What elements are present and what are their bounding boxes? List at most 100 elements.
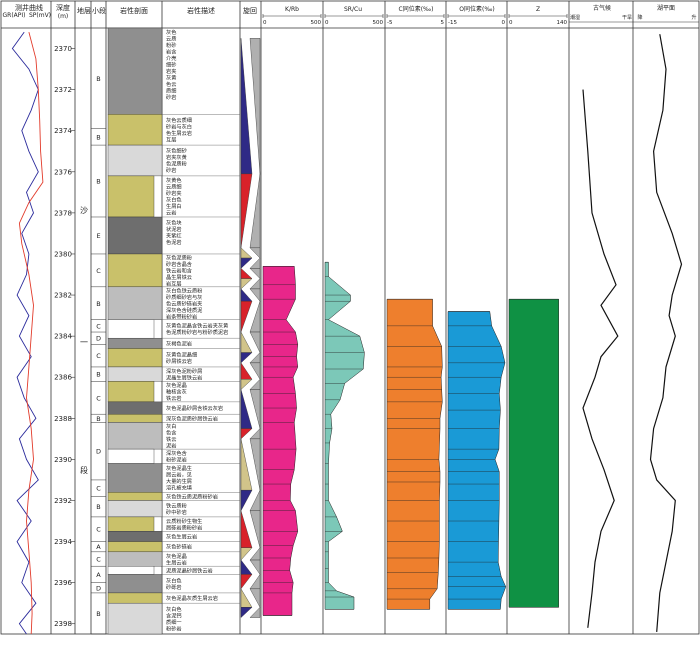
description-text: 云质粉砂生物生屑砾岩质粉砂岩 — [166, 517, 202, 532]
lakelevel-curve — [649, 34, 683, 632]
depth-label: 2398 — [54, 620, 72, 628]
cycle-triangle-left — [240, 574, 253, 590]
subsection-label: B — [96, 371, 100, 379]
description-text: 灰色云质细砂岩与灰白色生屑云岩互层 — [166, 116, 192, 144]
description-text: 灰色泥晶釉核含灰铁云岩 — [166, 381, 187, 402]
geochem-series — [262, 261, 559, 616]
description-text: 灰色泥晶灰质生屑云岩 — [166, 594, 218, 602]
description-text: 灰色生屑云岩 — [166, 532, 197, 540]
cycle-triangle-left — [240, 257, 253, 269]
lithology-bed — [107, 492, 163, 501]
subsection-label: E — [96, 232, 100, 240]
description-text: 灰色泥晶生屑云岩 — [166, 552, 187, 567]
description-text: 灰白色铁云质粉砂质细砂岩与灰色云质砂砾岩夹深灰色含硅质泥岩条带粉砂岩 — [166, 286, 203, 320]
description-text: 深灰色泥质砂屑铁云岩 — [166, 414, 218, 422]
cycle-triangle-left — [240, 288, 253, 302]
cycle-triangle-right — [249, 378, 261, 390]
cycle-triangle-left — [240, 510, 253, 548]
header-sp: SP(mV) — [29, 12, 51, 19]
tick-label: 140 — [557, 20, 568, 26]
depth-label: 2384 — [54, 333, 72, 341]
cycle-triangle-right — [249, 573, 261, 590]
description-text: 灰色砂砾岩 — [166, 543, 192, 551]
cycle-triangle-left — [240, 38, 253, 175]
header-srcu: SR/Cu — [344, 6, 362, 13]
description-text: 灰白色含铁云泥岩 — [166, 422, 177, 450]
header-climate-wet: 干旱 — [622, 15, 632, 21]
header-lake-up: 升 — [691, 14, 696, 21]
cycle-triangle-left — [240, 438, 253, 491]
sp-curve — [18, 31, 44, 635]
depth-label: 2392 — [54, 497, 72, 505]
cycle-triangle-left — [240, 588, 253, 608]
header-c13: C同位素(‰) — [399, 5, 434, 13]
lithology-bed — [107, 381, 155, 403]
lithology-bed — [107, 592, 163, 604]
cycle-triangle-left — [240, 352, 253, 364]
cycle-triangle-left — [240, 247, 253, 259]
description-text: 灰白色含泥钙质细一粉砂岩 — [166, 605, 182, 633]
description-text: 泥质泥晶砂屑铁云岩 — [166, 566, 213, 574]
lithology-bed — [107, 413, 163, 423]
cycle-triangle-right — [249, 278, 261, 290]
formation-char-2: 一 — [80, 338, 88, 347]
depth-label: 2372 — [54, 86, 72, 94]
subsection-label: B — [96, 610, 100, 618]
paleoclimate-curve — [582, 89, 619, 628]
depth-label: 2388 — [54, 415, 72, 423]
lithology-bed — [107, 114, 163, 146]
subsection-label: C — [96, 485, 101, 493]
description-text: 灰色云质粉砂岩含介壳细砂岩夹灰黄色云质细砂岩 — [166, 28, 177, 101]
header-climate-dry: 潮湿 — [570, 14, 580, 21]
description-text: 铁云质粉砂中砂岩 — [166, 501, 188, 516]
tick-label: -5 — [387, 20, 393, 26]
header-lithology: 岩性剖面 — [120, 6, 148, 15]
header-depth: 深度 — [56, 3, 70, 12]
gr-curve — [11, 31, 39, 635]
lakelevel-column — [649, 34, 683, 632]
cycle-triangle-right — [249, 389, 261, 429]
cycle-triangle-right — [249, 428, 261, 440]
depth-label: 2396 — [54, 579, 72, 587]
cycle-triangle-right — [249, 301, 261, 333]
subsection-label: C — [96, 556, 101, 564]
subsection-label: C — [96, 526, 101, 534]
cycle-triangle-left — [240, 559, 253, 575]
lithology-bed — [107, 175, 155, 218]
lithology-bed — [107, 500, 163, 518]
description-text: 灰黄色泥晶细砂屑铁云岩 — [166, 350, 197, 365]
column-headers: 测井曲线 GR(API) SP(mV) 深度 (m) 地层 小段 岩性剖面 岩性… — [3, 3, 697, 21]
subsection-label: B — [96, 503, 100, 511]
lithology-bed — [107, 216, 163, 255]
subsection-label: B — [96, 133, 100, 141]
depth-label: 2394 — [54, 538, 72, 546]
lithology-bed — [107, 574, 163, 594]
description-text: 灰色泥质粉砂岩含晶含铁云岩和含晶生屑铁云岩互层 — [166, 253, 193, 287]
series-area — [262, 266, 299, 616]
subsection-label: B — [96, 178, 100, 186]
cycle-triangle-right — [249, 559, 261, 576]
lithology-bed — [107, 27, 163, 115]
subsection-label: B — [96, 415, 100, 423]
subsection-label: C — [96, 267, 101, 275]
outer-border — [0, 0, 700, 635]
series-area — [386, 298, 443, 610]
cycle-triangle-left — [240, 379, 253, 391]
lithology-bed — [107, 422, 163, 450]
description-column: 灰色云质粉砂岩含介壳细砂岩夹灰黄色云质细砂岩灰色云质细砂岩与灰白色生屑云岩互层灰… — [162, 28, 240, 635]
lithology-bed — [107, 566, 155, 575]
description-text: 灰褐色泥岩 — [166, 339, 192, 347]
cycle-triangle-left — [240, 547, 253, 561]
cycle-triangle-right — [249, 257, 261, 269]
cycle-triangle-left — [240, 278, 253, 290]
depth-label: 2390 — [54, 456, 72, 464]
cycle-triangle-left — [240, 490, 253, 511]
header-depth-unit: (m) — [58, 13, 69, 20]
description-text: 灰黄色云质细砂岩夹灰白色生屑白云岩 — [166, 176, 182, 217]
series-area — [447, 311, 507, 610]
subsection-label: C — [96, 394, 101, 402]
series-area — [324, 261, 365, 610]
subsection-label: B — [96, 75, 100, 83]
cycle-triangle-right — [249, 288, 261, 302]
header-subsection: 小段 — [92, 6, 106, 15]
